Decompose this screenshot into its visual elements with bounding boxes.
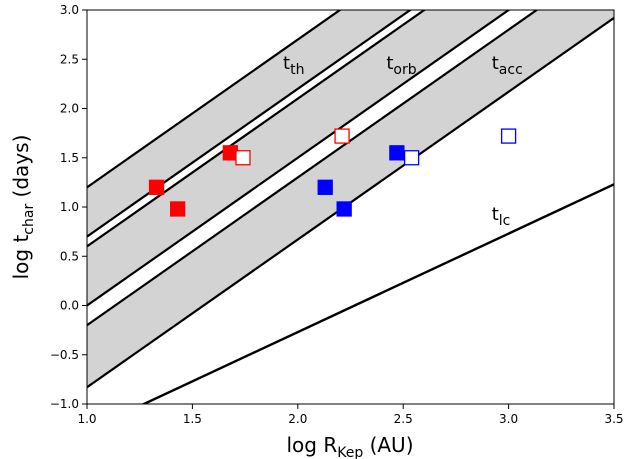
band-upper-line-t_orb bbox=[87, 10, 511, 307]
open-square-marker bbox=[403, 150, 420, 166]
y-tick-label: −0.5 bbox=[50, 348, 79, 362]
band-lower-line-t_th bbox=[87, 10, 413, 238]
band-layer bbox=[87, 10, 614, 389]
band-upper-line-t_acc bbox=[87, 10, 539, 327]
x-axis-ticks: 1.0 1.5 2.0 2.5 3.0 3.5 bbox=[77, 404, 624, 426]
y-tick-label: −1.0 bbox=[50, 397, 79, 411]
x-tick-label: 1.0 bbox=[77, 412, 96, 426]
marker-layer bbox=[148, 128, 517, 217]
band-fill-t_acc bbox=[87, 10, 614, 388]
filled-square-marker bbox=[148, 179, 165, 195]
x-axis-label: log RKep (AU) bbox=[286, 433, 413, 459]
band-upper-line-t_th bbox=[87, 10, 342, 189]
y-tick-label: 0.5 bbox=[60, 249, 79, 263]
open-square-marker bbox=[334, 128, 350, 144]
filled-square-marker bbox=[389, 145, 405, 161]
x-tick-label: 2.5 bbox=[394, 412, 413, 426]
filled-square-marker bbox=[222, 145, 238, 161]
label-t_th: tth bbox=[283, 53, 304, 78]
label-t_lc: tlc bbox=[492, 204, 511, 229]
y-tick-label: 0.0 bbox=[60, 299, 79, 313]
x-tick-label: 1.5 bbox=[183, 412, 202, 426]
x-tick-label: 3.0 bbox=[499, 412, 518, 426]
label-t_orb: torb bbox=[386, 53, 416, 78]
filled-square-marker bbox=[317, 179, 333, 195]
y-axis-label: log tchar (days) bbox=[9, 135, 37, 280]
x-tick-label: 3.5 bbox=[604, 412, 623, 426]
line-layer bbox=[141, 183, 614, 404]
open-square-marker bbox=[500, 128, 517, 144]
open-square-marker bbox=[235, 150, 251, 166]
x-tick-label: 2.0 bbox=[288, 412, 307, 426]
y-tick-label: 3.0 bbox=[60, 3, 79, 17]
band-lower-line-t_orb bbox=[87, 10, 427, 248]
band-labels: tth torb tacc tlc bbox=[283, 53, 523, 229]
label-t_acc: tacc bbox=[492, 53, 523, 78]
y-axis-ticks: −1.0 −0.5 0.0 0.5 1.0 1.5 2.0 2.5 3.0 bbox=[50, 3, 87, 411]
line-t_lc bbox=[141, 183, 614, 404]
filled-square-marker bbox=[336, 201, 352, 217]
y-tick-label: 1.0 bbox=[60, 200, 79, 214]
y-tick-label: 1.5 bbox=[60, 151, 79, 165]
y-tick-label: 2.5 bbox=[60, 52, 79, 66]
y-tick-label: 2.0 bbox=[60, 102, 79, 116]
filled-square-marker bbox=[169, 201, 186, 217]
